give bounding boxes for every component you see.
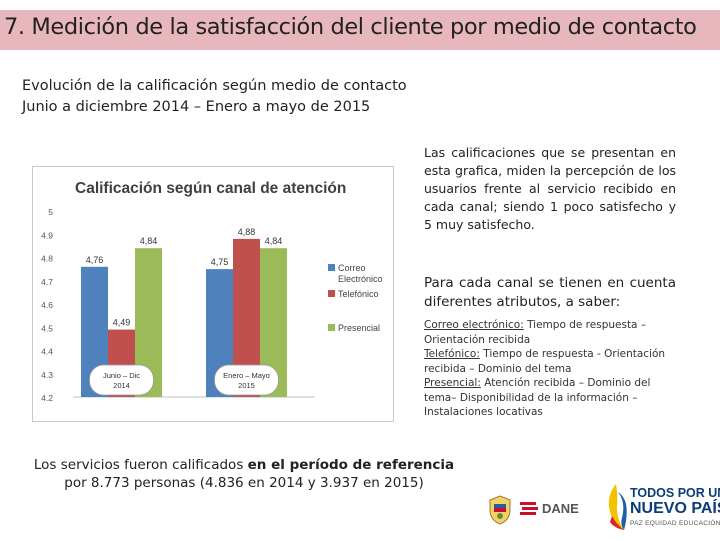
y-tick-label: 4.6 — [41, 300, 53, 310]
tpnp-line3: PAZ EQUIDAD EDUCACIÓN — [630, 520, 720, 527]
subtitle-line1: Evolución de la calificación según medio… — [22, 78, 407, 94]
category-label: 2014 — [113, 381, 130, 390]
detail-text: Atención recibida – Dominio del tema– Di… — [424, 377, 651, 418]
subtitle-line2: Junio a diciembre 2014 – Enero a mayo de… — [22, 99, 371, 115]
y-tick-label: 5 — [48, 207, 53, 217]
footnote-part1: Los servicios fueron calificados — [33, 457, 248, 473]
legend-label: Correo — [338, 263, 366, 273]
y-tick-label: 4.4 — [41, 347, 53, 357]
legend-swatch — [328, 264, 335, 271]
dane-mark-icon — [520, 502, 538, 515]
y-tick-label: 4.2 — [41, 393, 53, 403]
category-label: 2015 — [238, 381, 255, 390]
footnote-part2: por 8.773 personas (4.836 en 2014 y 3.93… — [64, 475, 424, 491]
y-tick-label: 4.7 — [41, 277, 53, 287]
dane-logo: DANE — [520, 497, 602, 523]
category-label-box — [214, 364, 279, 396]
detail-label: Telefónico: — [424, 348, 480, 360]
category-label: Junio – Dic — [103, 371, 140, 380]
legend-label: Telefónico — [338, 289, 379, 299]
legend-label: Electrónico — [338, 274, 383, 284]
y-tick-label: 4.9 — [41, 230, 53, 240]
category-label: Enero – Mayo — [223, 371, 270, 380]
y-tick-label: 4.8 — [41, 254, 53, 264]
legend-label: Presencial — [338, 323, 380, 333]
data-label: 4,88 — [238, 227, 256, 237]
logos: DANE TODOS POR UN NUEVO PAÍS PAZ EQUIDAD… — [486, 476, 720, 540]
chart-title: Calificación según canal de atención — [75, 180, 346, 197]
attribute-details: Correo electrónico: Tiempo de respuesta … — [424, 318, 680, 420]
data-label: 4,84 — [140, 236, 158, 246]
footnote-bold: en el período de referencia — [247, 457, 455, 473]
tpnp-line1: TODOS POR UN — [630, 486, 720, 500]
detail-telefonico: Telefónico: Tiempo de respuesta - Orient… — [424, 347, 680, 376]
category-label-box — [89, 364, 154, 396]
detail-text: Tiempo de respuesta – Orientación recibi… — [424, 319, 647, 346]
y-tick-label: 4.3 — [41, 370, 53, 380]
colombia-seal-icon — [489, 495, 511, 525]
legend-swatch — [328, 290, 335, 297]
legend-swatch — [328, 324, 335, 331]
attributes-intro: Para cada canal se tienen en cuenta dife… — [424, 275, 676, 310]
detail-presencial: Presencial: Atención recibida – Dominio … — [424, 376, 680, 420]
todos-por-un-nuevo-pais-logo: TODOS POR UN NUEVO PAÍS PAZ EQUIDAD EDUC… — [604, 482, 720, 536]
detail-label: Presencial: — [424, 377, 481, 389]
detail-correo: Correo electrónico: Tiempo de respuesta … — [424, 318, 680, 347]
title-bar — [0, 10, 720, 50]
tpnp-text: TODOS POR UN NUEVO PAÍS PAZ EQUIDAD EDUC… — [630, 486, 720, 531]
footnote: Los servicios fueron calificados en el p… — [32, 456, 456, 492]
nuevo-pais-mark-icon — [608, 484, 627, 530]
data-label: 4,49 — [113, 318, 131, 328]
data-label: 4,75 — [211, 257, 229, 267]
description-paragraph: Las calificaciones que se presentan en e… — [424, 145, 676, 232]
data-label: 4,76 — [86, 255, 104, 265]
y-tick-label: 4.5 — [41, 323, 53, 333]
data-label: 4,84 — [265, 236, 283, 246]
dane-text: DANE — [542, 501, 579, 516]
bar-chart: Calificación según canal de atención 4.2 4… — [41, 180, 383, 403]
chart-container: Calificación según canal de atención 4.2 4… — [32, 166, 394, 422]
detail-label: Correo electrónico: — [424, 319, 524, 331]
detail-text: Tiempo de respuesta - Orientación recibi… — [424, 348, 666, 375]
tpnp-line2: NUEVO PAÍS — [630, 500, 720, 517]
slide-title: 7. Medición de la satisfacción del clien… — [4, 14, 697, 40]
